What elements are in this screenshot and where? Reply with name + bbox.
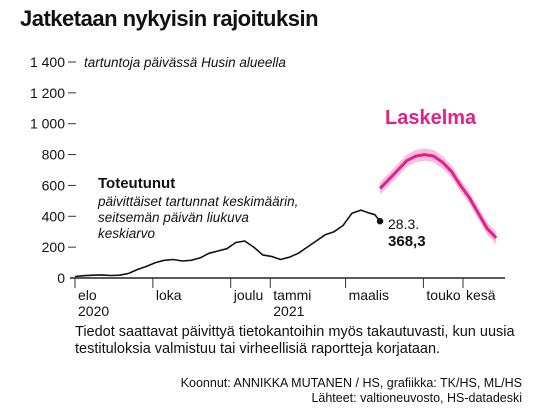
y-tick-label: 0	[57, 270, 65, 286]
actual-series-line	[74, 209, 381, 278]
y-tick-label: 1 400	[30, 54, 65, 70]
y-tick-label: 800	[42, 147, 66, 163]
credit-sources: Lähteet: valtioneuvosto, HS-datadeski	[311, 391, 522, 405]
y-tick-label: 600	[42, 177, 66, 193]
x-tick-year-label: 2021	[273, 303, 304, 319]
actual-series-description-line: päivittäiset tartunnat keskimäärin,	[97, 194, 298, 209]
latest-value-point	[376, 217, 384, 225]
y-tick-label: 1 000	[30, 116, 65, 132]
x-tick-label: elo	[78, 287, 97, 303]
x-tick-label: kesä	[466, 287, 496, 303]
actual-series-description-line: keskiarvo	[98, 226, 156, 241]
y-tick-label: 200	[42, 239, 66, 255]
y-tick-label: 400	[42, 208, 66, 224]
y-axis-label: tartuntoja päivässä Husin alueella	[84, 55, 286, 70]
x-tick-label: maalis	[349, 287, 389, 303]
chart-title: Jatketaan nykyisin rajoituksin	[20, 6, 319, 31]
x-tick-year-label: 2020	[78, 303, 109, 319]
latest-date-label: 28.3.	[388, 216, 419, 232]
x-tick-label: touko	[426, 287, 460, 303]
footnote: Tiedot saattavat päivittyä tietokantoihi…	[75, 324, 515, 357]
x-tick-label: tammi	[273, 287, 311, 303]
x-tick-label: joulu	[233, 287, 264, 303]
latest-value-label: 368,3	[388, 233, 426, 250]
forecast-series-label: Laskelma	[385, 107, 477, 129]
forecast-series-line	[378, 153, 498, 239]
credit-compiled-by: Koonnut: ANNIKKA MUTANEN / HS, grafiikka…	[180, 376, 522, 390]
x-tick-label: loka	[156, 287, 182, 303]
y-tick-label: 1 200	[30, 85, 65, 101]
actual-series-label: Toteutunut	[98, 175, 175, 192]
actual-series-description-line: seitsemän päivän liukuva	[98, 210, 249, 225]
